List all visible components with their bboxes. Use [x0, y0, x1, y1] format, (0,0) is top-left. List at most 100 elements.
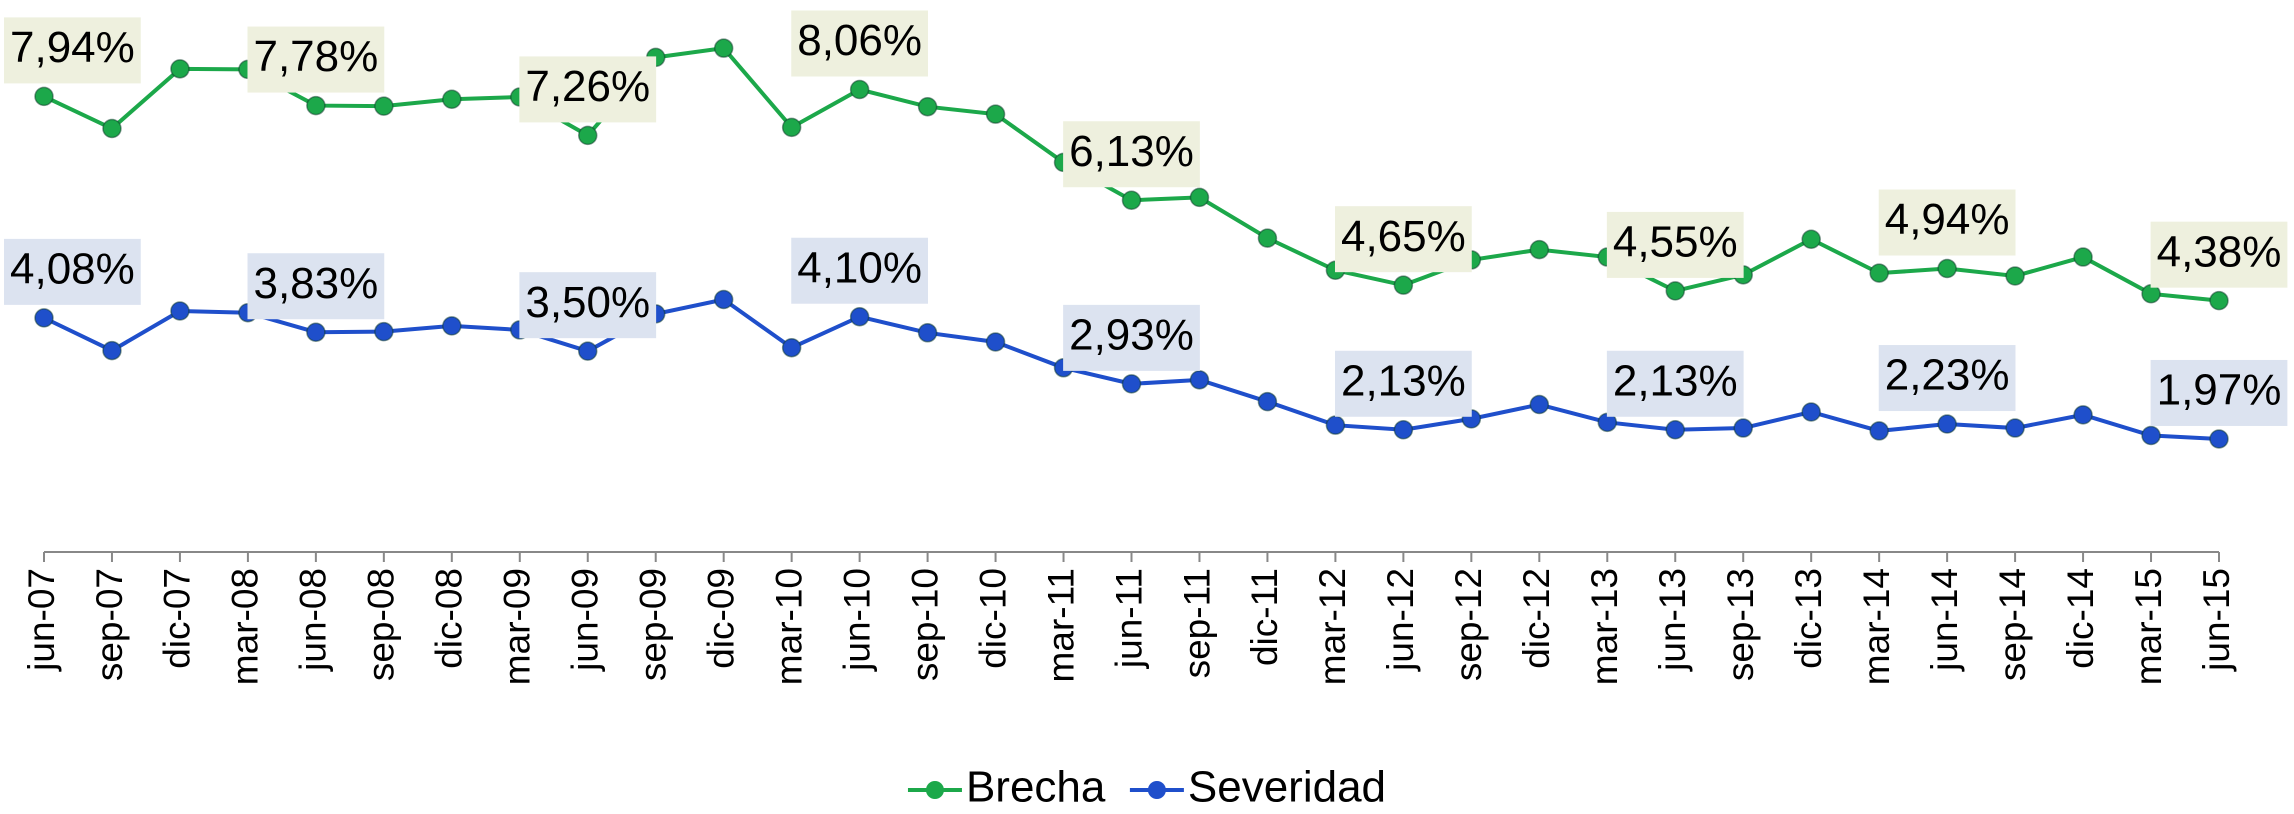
x-tick-label: jun-13: [1652, 568, 1693, 672]
data-label-box: [519, 56, 657, 123]
data-point: [1529, 394, 1550, 415]
data-label-text: 4,10%: [797, 243, 922, 292]
data-label-box: [1063, 304, 1200, 371]
x-tick-label: mar-12: [1312, 568, 1353, 685]
data-label: 2,93%: [1063, 304, 1200, 371]
data-point: [1665, 420, 1685, 440]
x-tick-label: dic-13: [1788, 568, 1829, 669]
x-tick-label: dic-09: [700, 568, 741, 669]
data-label-box: [1063, 121, 1200, 188]
data-point: [1121, 374, 1142, 394]
x-tick-label: jun-11: [1108, 568, 1149, 669]
x-tick-label: mar-09: [497, 568, 538, 685]
data-label: 3,50%: [519, 272, 657, 339]
data-label: 7,26%: [519, 56, 657, 123]
data-label: 6,13%: [1063, 121, 1200, 188]
data-point: [34, 308, 54, 328]
x-tick-label: mar-08: [225, 568, 266, 685]
data-label: 2,13%: [1606, 350, 1744, 417]
data-label-text: 7,78%: [253, 32, 378, 81]
data-label-text: 4,65%: [1341, 212, 1466, 261]
data-label-text: 3,83%: [253, 259, 378, 308]
data-point: [1937, 414, 1957, 434]
data-point: [1869, 421, 1889, 441]
data-point: [2005, 266, 2025, 286]
x-tick-label: sep-13: [1720, 568, 1761, 681]
data-point: [1801, 229, 1821, 250]
data-label: 4,94%: [1878, 189, 2016, 256]
data-point: [102, 118, 122, 139]
data-label: 7,78%: [247, 26, 385, 93]
data-label: 2,13%: [1334, 350, 1472, 417]
data-label-text: 1,97%: [2157, 366, 2282, 415]
x-tick-label: dic-11: [1244, 568, 1285, 666]
data-label-box: [1878, 345, 2016, 412]
x-tick-label: jun-07: [21, 568, 62, 672]
data-label-text: 2,93%: [1069, 310, 1194, 359]
data-point: [849, 306, 870, 327]
data-point: [713, 289, 734, 310]
data-point: [102, 340, 122, 361]
data-point: [1189, 187, 1210, 208]
legend-label: Brecha: [966, 763, 1106, 809]
data-point: [713, 38, 734, 58]
data-label: 4,65%: [1334, 206, 1472, 273]
data-label-text: 4,55%: [1613, 218, 1738, 267]
x-tick-label: jun-15: [2196, 568, 2237, 672]
x-tick-label: sep-09: [633, 568, 674, 681]
data-point: [1325, 415, 1346, 435]
data-point: [1257, 228, 1278, 248]
x-tick-label: jun-14: [1924, 568, 1965, 672]
data-label-text: 7,94%: [10, 23, 135, 72]
data-point: [2005, 418, 2025, 438]
data-label-box: [1606, 350, 1744, 417]
data-label-text: 4,94%: [1885, 195, 2010, 244]
data-point: [2209, 290, 2229, 311]
data-point: [1733, 418, 1753, 438]
data-point: [781, 337, 802, 358]
data-point: [2209, 429, 2229, 449]
data-point: [1257, 391, 1278, 412]
data-label-box: [4, 238, 141, 305]
data-label: 2,23%: [1878, 345, 2016, 412]
x-tick-label: mar-13: [1584, 568, 1625, 685]
x-tick-label: mar-14: [1856, 568, 1897, 685]
x-tick-label: sep-12: [1448, 568, 1489, 681]
data-point: [849, 79, 870, 100]
x-tick-label: sep-08: [361, 568, 402, 681]
data-label-box: [2150, 221, 2288, 288]
data-point: [1393, 275, 1414, 295]
x-tick-label: dic-14: [2060, 568, 2101, 669]
x-tick-label: sep-11: [1176, 568, 1217, 678]
data-label-box: [247, 26, 385, 93]
data-point: [1189, 370, 1210, 390]
data-point: [2073, 405, 2093, 425]
legend-label: Severidad: [1188, 763, 1386, 809]
data-label-text: 4,08%: [10, 245, 135, 294]
data-label-text: 6,13%: [1069, 127, 1194, 176]
data-label-box: [1606, 211, 1744, 278]
x-tick-label: mar-11: [1040, 568, 1081, 682]
data-label-box: [791, 10, 929, 77]
data-label-box: [519, 272, 657, 339]
data-label-box: [1334, 350, 1472, 417]
data-point: [34, 86, 54, 107]
data-label-text: 2,13%: [1613, 356, 1738, 405]
data-label-box: [791, 237, 929, 304]
x-tick-label: dic-08: [429, 568, 470, 669]
data-label-box: [1878, 189, 2016, 256]
data-label-box: [4, 17, 141, 84]
data-label-box: [2150, 359, 2288, 426]
x-tick-label: sep-07: [89, 568, 130, 681]
x-tick-label: sep-14: [1992, 568, 2033, 681]
data-label: 4,55%: [1606, 211, 1744, 278]
x-tick-label: jun-09: [565, 568, 606, 672]
data-point: [1869, 263, 1889, 283]
data-point: [578, 125, 598, 146]
data-point: [917, 323, 938, 343]
x-tick-label: dic-07: [157, 568, 198, 669]
data-point: [374, 321, 394, 342]
x-tick-label: dic-12: [1516, 568, 1557, 669]
